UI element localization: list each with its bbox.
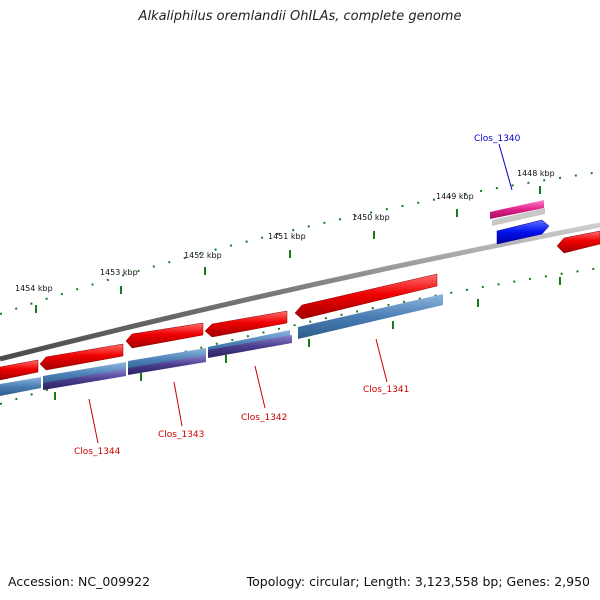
clos-1340-cds-arrow (496, 219, 550, 245)
blast-bar (298, 294, 443, 339)
gene-label-clos-1343: Clos_1343 (158, 430, 204, 440)
genome-summary-text: Topology: circular; Length: 3,123,558 bp… (246, 574, 590, 589)
cds-arrow (556, 230, 600, 254)
scale-label: 1449 kbp (436, 192, 474, 201)
clos-1340-grey-feature (492, 208, 545, 226)
cds-arrow (204, 310, 288, 338)
clos-1340-pink-feature (490, 200, 544, 219)
blast-bar (208, 335, 292, 358)
blast-bar (0, 377, 41, 396)
scale-label: 1453 kbp (100, 268, 138, 277)
cds-arrow (0, 359, 39, 381)
accession-text: Accession: NC_009922 (8, 574, 151, 589)
gene-label-clos-1341: Clos_1341 (363, 385, 409, 395)
major-ticks-upper (35, 186, 541, 313)
gene-label-clos-1342: Clos_1342 (241, 413, 287, 423)
cds-arrow (294, 273, 438, 320)
cds-track (0, 230, 600, 381)
map-title: Alkaliphilus oremlandii OhILAs, complete… (138, 9, 462, 24)
leader-line (88, 398, 99, 444)
scale-label: 1451 kbp (268, 232, 306, 241)
blast-bar (128, 355, 206, 375)
gene-label-clos-1344: Clos_1344 (74, 447, 121, 457)
scale-label: 1452 kbp (184, 251, 222, 260)
genome-backbone (0, 222, 600, 362)
major-ticks-lower (54, 277, 561, 400)
gene-label-clos-1340: Clos_1340 (474, 134, 521, 144)
scale-label: 1450 kbp (352, 213, 390, 222)
leader-line (375, 338, 388, 383)
leader-line (173, 381, 183, 427)
scale-label: 1454 kbp (15, 284, 53, 293)
blast-purple-track (43, 335, 292, 390)
cds-arrow (125, 322, 204, 349)
blast-bar (43, 369, 126, 390)
cds-arrow (39, 343, 124, 371)
leader-line (498, 143, 513, 191)
leader-line (254, 365, 266, 409)
scale-label: 1448 kbp (517, 169, 555, 178)
